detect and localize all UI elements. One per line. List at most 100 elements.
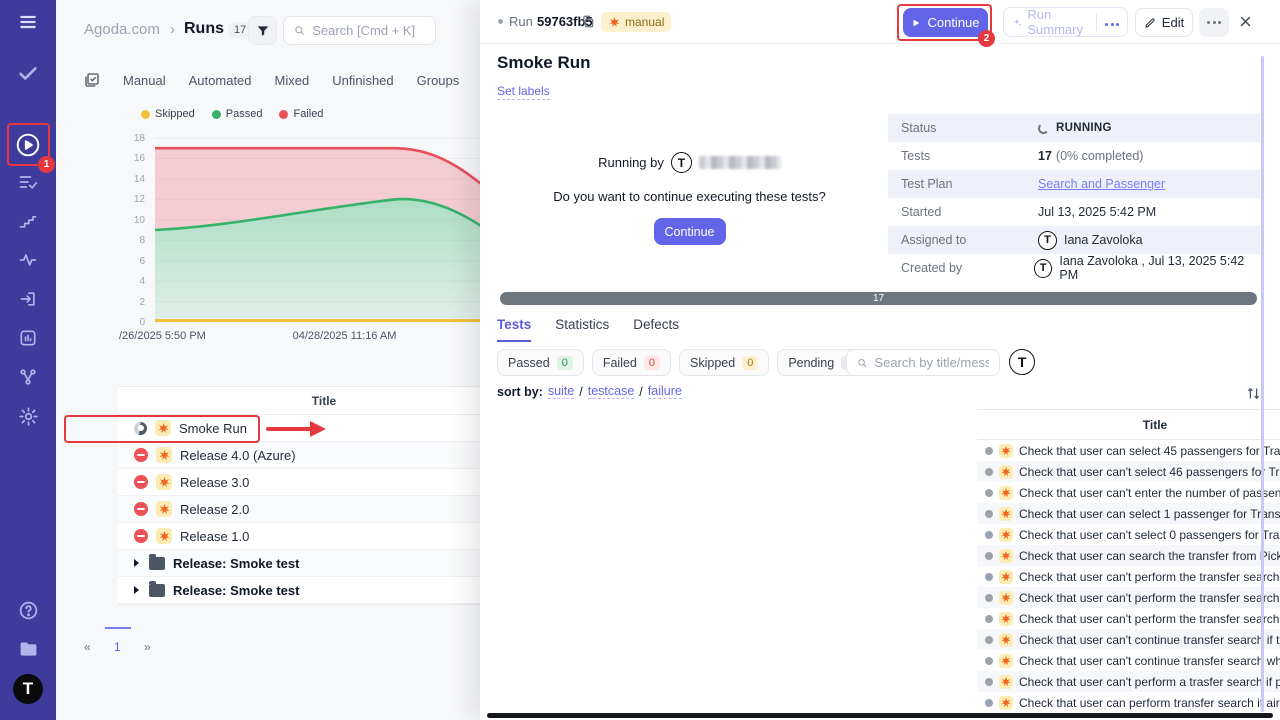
- test-row[interactable]: Check that user can't perform a trasfer …: [977, 671, 1280, 692]
- test-title[interactable]: Check that user can't continue transfer …: [1019, 653, 1280, 668]
- tab-automated[interactable]: Automated: [188, 72, 252, 88]
- help-icon[interactable]: [0, 592, 56, 628]
- test-row[interactable]: Check that user can't continue transfer …: [977, 650, 1280, 671]
- group-title[interactable]: Release: Smoke test: [173, 582, 300, 598]
- run-row[interactable]: Release 3.0: [118, 469, 530, 496]
- run-row[interactable]: Release 1.0: [118, 523, 530, 550]
- more-actions-button[interactable]: [1199, 8, 1229, 37]
- test-title[interactable]: Check that user can't perform a trasfer …: [1019, 674, 1280, 689]
- test-row[interactable]: Check that user can't perform the transf…: [977, 566, 1280, 587]
- prompt-continue-button[interactable]: Continue: [653, 218, 726, 245]
- settings-gear-icon[interactable]: [0, 398, 56, 434]
- caret-right-icon[interactable]: [134, 586, 139, 594]
- run-group-row[interactable]: Release: Smoke test: [118, 577, 530, 604]
- test-title[interactable]: Check that user can't perform the transf…: [1019, 569, 1280, 584]
- runs-play-icon[interactable]: [0, 127, 56, 163]
- run-title[interactable]: Release 1.0: [180, 528, 250, 544]
- menu-icon[interactable]: [0, 4, 56, 40]
- run-row-smoke-run[interactable]: Smoke Run: [118, 415, 530, 442]
- stopped-icon: [134, 448, 148, 462]
- tab-statistics[interactable]: Statistics: [555, 317, 610, 332]
- test-row[interactable]: Check that user can't enter the number o…: [977, 482, 1280, 503]
- filter-skipped[interactable]: Skipped 0: [679, 349, 770, 376]
- test-title[interactable]: Check that user can't perform the transf…: [1019, 611, 1280, 626]
- runs-search[interactable]: [283, 16, 436, 45]
- tests-search-input[interactable]: [874, 355, 989, 370]
- tab-groups[interactable]: Groups: [416, 72, 460, 88]
- filter-passed[interactable]: Passed 0: [497, 349, 584, 376]
- summary-more-button[interactable]: [1097, 13, 1127, 31]
- run-title[interactable]: Release 4.0 (Azure): [180, 447, 296, 463]
- test-row[interactable]: Check that user can't continue transfer …: [977, 629, 1280, 650]
- tests-search[interactable]: [846, 349, 1000, 376]
- vertical-scrollbar[interactable]: [1261, 56, 1264, 712]
- copy-icon[interactable]: [581, 14, 595, 34]
- detail-tabs: Tests Statistics Defects: [497, 317, 679, 342]
- pagination-page-1[interactable]: 1: [114, 640, 121, 654]
- horizontal-scrollbar[interactable]: [487, 713, 1273, 718]
- run-title[interactable]: Release 2.0: [180, 501, 250, 517]
- test-plan-link[interactable]: Search and Passenger: [1038, 177, 1166, 191]
- breadcrumb-page[interactable]: Runs: [184, 20, 224, 37]
- set-labels-link[interactable]: Set labels: [497, 84, 550, 100]
- continue-prompt: Running by T Do you want to continue exe…: [497, 152, 882, 245]
- tab-mixed[interactable]: Mixed: [274, 72, 310, 88]
- caret-right-icon[interactable]: [134, 559, 139, 567]
- test-row[interactable]: Check that user can't select 46 passenge…: [977, 461, 1280, 482]
- sort-testcase-link[interactable]: testcase: [587, 384, 635, 399]
- drawer-close-button[interactable]: [1238, 14, 1253, 34]
- filter-button[interactable]: [248, 16, 277, 45]
- pagination-next[interactable]: »: [144, 640, 151, 654]
- reports-chart-icon[interactable]: [0, 320, 56, 356]
- test-title[interactable]: Check that user can't select 0 passenger…: [1019, 527, 1280, 542]
- group-title[interactable]: Release: Smoke test: [173, 555, 300, 571]
- test-title[interactable]: Check that user can search the transfer …: [1019, 548, 1280, 563]
- test-row[interactable]: Check that user can select 1 passenger f…: [977, 503, 1280, 524]
- runs-search-input[interactable]: [312, 23, 425, 38]
- runs-table-title-header[interactable]: Title: [118, 387, 530, 415]
- view-settings-icon[interactable]: [1246, 386, 1261, 406]
- filter-failed[interactable]: Failed 0: [591, 349, 671, 376]
- test-row[interactable]: Check that user can't perform the transf…: [977, 587, 1280, 608]
- edit-button[interactable]: Edit: [1135, 8, 1193, 37]
- activity-pulse-icon[interactable]: [0, 242, 56, 278]
- import-icon[interactable]: [0, 281, 56, 317]
- run-title[interactable]: Release 3.0: [180, 474, 250, 490]
- test-cases-icon[interactable]: [0, 164, 56, 200]
- breadcrumb-project[interactable]: Agoda.com: [84, 21, 160, 38]
- select-all-icon[interactable]: [84, 72, 100, 88]
- workspace-logo-icon[interactable]: T: [0, 671, 56, 707]
- sort-suite-link[interactable]: suite: [547, 384, 575, 399]
- test-row[interactable]: Check that user can search the transfer …: [977, 545, 1280, 566]
- sort-failure-link[interactable]: failure: [647, 384, 682, 399]
- test-row[interactable]: Check that user can't perform the transf…: [977, 608, 1280, 629]
- test-title[interactable]: Check that user can't select 46 passenge…: [1019, 464, 1280, 479]
- run-title[interactable]: Smoke Run: [179, 420, 247, 436]
- run-group-row[interactable]: Release: Smoke test: [118, 550, 530, 577]
- check-icon[interactable]: [0, 55, 56, 91]
- assignee-filter-avatar[interactable]: T: [1009, 349, 1035, 375]
- folder-icon[interactable]: [0, 631, 56, 667]
- tab-tests[interactable]: Tests: [497, 317, 532, 342]
- test-row[interactable]: Check that user can select 45 passengers…: [977, 440, 1280, 461]
- run-row[interactable]: Release 2.0: [118, 496, 530, 523]
- continue-button[interactable]: Continue: [903, 8, 988, 37]
- tab-defects[interactable]: Defects: [633, 317, 680, 332]
- assigned-value[interactable]: Iana Zavoloka: [1064, 233, 1143, 247]
- test-title[interactable]: Check that user can't continue transfer …: [1019, 632, 1280, 647]
- steps-icon[interactable]: [0, 203, 56, 239]
- test-title[interactable]: Check that user can't enter the number o…: [1019, 485, 1280, 500]
- test-title[interactable]: Check that user can perform transfer sea…: [1019, 695, 1280, 710]
- pagination-prev[interactable]: «: [84, 640, 91, 654]
- tab-unfinished[interactable]: Unfinished: [332, 72, 394, 88]
- branch-icon[interactable]: [0, 359, 56, 395]
- col-title[interactable]: Title: [1142, 417, 1168, 432]
- run-row[interactable]: Release 4.0 (Azure): [118, 442, 530, 469]
- tab-manual[interactable]: Manual: [123, 72, 166, 88]
- test-title[interactable]: Check that user can select 1 passenger f…: [1019, 506, 1280, 521]
- test-row[interactable]: Check that user can perform transfer sea…: [977, 692, 1280, 713]
- test-row[interactable]: Check that user can't select 0 passenger…: [977, 524, 1280, 545]
- test-title[interactable]: Check that user can't perform the transf…: [1019, 590, 1280, 605]
- run-summary-button[interactable]: Run Summary: [1004, 7, 1096, 37]
- test-title[interactable]: Check that user can select 45 passengers…: [1019, 443, 1280, 458]
